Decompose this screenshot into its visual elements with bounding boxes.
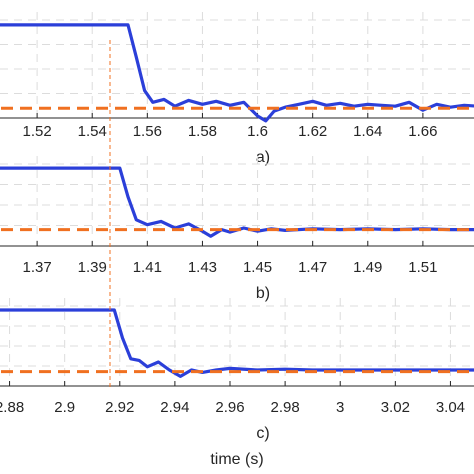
panel-1-tick-label-0: 1.37: [23, 259, 52, 276]
panel-2-tick-label-8: 3.04: [436, 399, 465, 416]
panel-1-tick-label-3: 1.43: [188, 259, 217, 276]
panel-0-series-0-response-line: [0, 23, 474, 123]
panel-2-caption: c): [256, 425, 269, 442]
panel-1-tick-label-5: 1.47: [298, 259, 327, 276]
panel-0-tick-label-0: 1.52: [23, 123, 52, 140]
panel-1-series-0-response-line: [0, 166, 474, 238]
panel-0-tick-label-7: 1.66: [408, 123, 437, 140]
panel-0-tick-label-5: 1.62: [298, 123, 327, 140]
panel-2-tick-label-6: 3: [336, 399, 344, 416]
panel-2-tick-label-4: 2.96: [215, 399, 244, 416]
panel-1-tick-label-1: 1.39: [78, 259, 107, 276]
panel-2-tick-label-3: 2.94: [160, 399, 189, 416]
panel-1-caption: b): [256, 285, 270, 302]
panel-2-series-0-response-line: [0, 308, 474, 378]
panel-1-tick-label-2: 1.41: [133, 259, 162, 276]
panel-2-tick-label-7: 3.02: [381, 399, 410, 416]
panel-2-tick-label-1: 2.9: [54, 399, 75, 416]
panel-1-tick-label-7: 1.51: [408, 259, 437, 276]
panel-0-tick-label-6: 1.64: [353, 123, 382, 140]
panel-1-tick-label-4: 1.45: [243, 259, 272, 276]
panel-2-tick-label-5: 2.98: [271, 399, 300, 416]
panel-0-tick-label-4: 1.6: [247, 123, 268, 140]
panel-0-caption: a): [256, 149, 270, 166]
panel-0-tick-label-3: 1.58: [188, 123, 217, 140]
panel-0-tick-label-2: 1.56: [133, 123, 162, 140]
panel-1-tick-label-6: 1.49: [353, 259, 382, 276]
panel-0-tick-label-1: 1.54: [78, 123, 107, 140]
panel-2-x-axis-label: time (s): [210, 451, 263, 468]
panel-2-tick-label-2: 2.92: [105, 399, 134, 416]
panel-2-tick-label-0: 2.88: [0, 399, 24, 416]
